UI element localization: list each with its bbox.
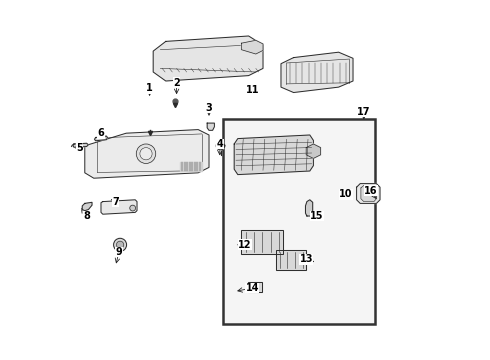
Polygon shape [305,200,313,216]
Polygon shape [281,52,353,93]
Bar [275,250,306,270]
Polygon shape [85,130,209,178]
Circle shape [117,241,123,248]
Text: 5: 5 [76,143,83,153]
Text: 3: 3 [206,103,212,113]
Text: 14: 14 [245,283,259,293]
Polygon shape [207,123,215,130]
Text: 8: 8 [83,211,90,221]
Polygon shape [95,136,107,141]
Bar [242,230,283,254]
Polygon shape [234,135,314,175]
Bar [275,250,306,270]
Polygon shape [306,144,320,158]
Polygon shape [242,40,263,54]
Text: 1: 1 [146,83,153,93]
Text: 12: 12 [238,240,252,250]
Text: 17: 17 [357,107,370,117]
Bar [242,230,283,254]
Bar [248,282,262,292]
Text: 16: 16 [364,186,378,196]
Text: 15: 15 [310,211,324,221]
Text: 9: 9 [116,247,122,257]
Bar [223,119,374,324]
Polygon shape [153,36,263,81]
Bar [180,162,202,171]
Polygon shape [357,184,380,203]
Circle shape [136,144,156,163]
Circle shape [140,148,152,160]
Text: 10: 10 [339,189,352,199]
Text: 2: 2 [173,78,180,88]
Polygon shape [101,200,137,214]
Circle shape [130,205,136,211]
Polygon shape [216,142,225,150]
Circle shape [114,238,126,251]
Polygon shape [361,185,376,202]
Bar [248,282,262,292]
Text: 13: 13 [299,254,313,264]
Text: 6: 6 [98,128,104,138]
Text: 11: 11 [245,85,259,95]
Text: 4: 4 [217,139,223,149]
Polygon shape [73,143,88,147]
Text: 7: 7 [112,197,119,207]
Polygon shape [82,202,92,211]
